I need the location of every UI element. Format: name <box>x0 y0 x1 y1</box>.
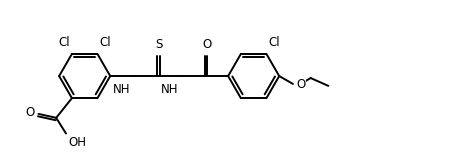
Text: Cl: Cl <box>58 36 70 49</box>
Text: S: S <box>156 39 163 52</box>
Text: O: O <box>202 39 211 52</box>
Text: O: O <box>296 78 305 91</box>
Text: NH: NH <box>160 83 178 96</box>
Text: Cl: Cl <box>268 36 280 49</box>
Text: O: O <box>25 106 35 119</box>
Text: NH: NH <box>113 83 131 96</box>
Text: Cl: Cl <box>99 36 111 49</box>
Text: OH: OH <box>68 137 86 149</box>
